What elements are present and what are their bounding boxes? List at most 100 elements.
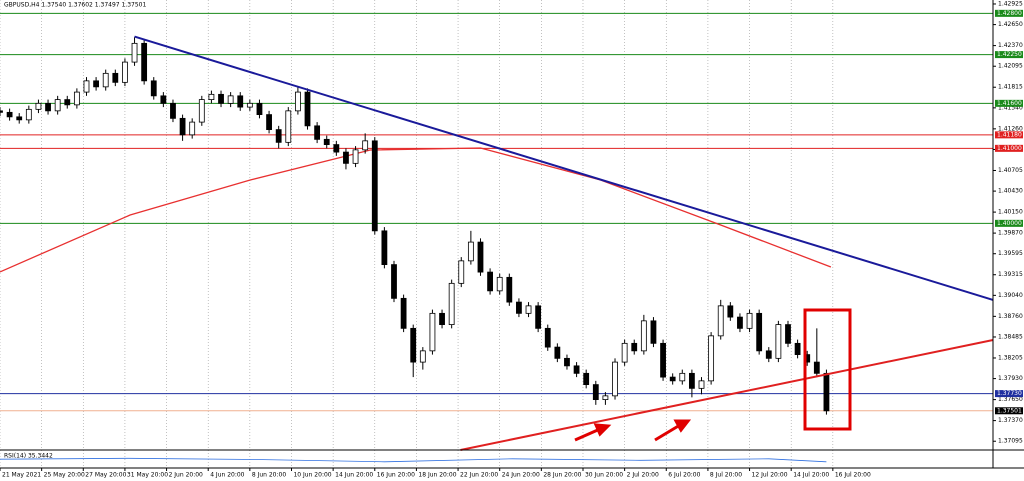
candle-body	[621, 342, 628, 363]
trendline	[134, 35, 994, 301]
candle-body	[554, 346, 561, 359]
y-tick-label: 1.39315	[998, 271, 1023, 278]
candle-body	[813, 361, 820, 374]
candle-body	[765, 350, 772, 359]
arrow	[574, 427, 601, 442]
x-tick-label: 18 Jun 20:00	[418, 472, 456, 479]
candle-body	[660, 342, 666, 378]
x-tick-label: 6 Jul 20:00	[668, 472, 700, 479]
x-tick-label: 28 Jun 20:00	[543, 472, 581, 479]
candle-body	[496, 276, 503, 292]
level-tag-label: 1.40000	[997, 220, 1022, 227]
candle-body	[208, 93, 215, 100]
y-tick-label: 1.42095	[998, 63, 1023, 70]
moving-average	[0, 147, 832, 273]
candle-body	[727, 305, 734, 318]
level-tag	[995, 99, 1023, 107]
arrow	[654, 423, 681, 442]
candle-body	[612, 361, 618, 397]
rsi-line	[0, 457, 827, 463]
candle-body	[323, 138, 330, 146]
trendline	[460, 339, 994, 451]
candle-body	[717, 305, 724, 337]
candle-body	[343, 151, 349, 164]
x-tick-label: 12 Jul 20:00	[752, 472, 788, 479]
y-tick-label: 1.42650	[998, 21, 1023, 28]
x-tick-label: 8 Jul 20:00	[710, 472, 742, 479]
x-tick-label: 8 Jun 20:00	[252, 472, 286, 479]
rsi-label: RSI(14) 35.3442	[4, 453, 53, 460]
y-tick-label: 1.37095	[998, 438, 1023, 445]
candle-body	[391, 264, 397, 299]
candle-body	[112, 72, 119, 83]
y-tick-label: 1.41815	[998, 84, 1023, 91]
candle-body	[285, 110, 292, 143]
candle-body	[506, 276, 513, 303]
candle-body	[775, 324, 782, 359]
candle-body	[102, 72, 109, 88]
candle-body	[544, 327, 551, 348]
x-tick-label: 4 Jun 20:00	[210, 472, 244, 479]
y-tick-label: 1.40150	[998, 209, 1023, 216]
y-tick-label: 1.42370	[998, 42, 1023, 49]
candle-body	[304, 91, 311, 127]
candle-body	[785, 324, 791, 344]
candle-body	[179, 117, 186, 136]
x-tick-label: 2 Jun 20:00	[169, 472, 203, 479]
candle-body	[467, 241, 474, 262]
candle-body	[756, 312, 763, 352]
x-tick-label: 21 May 2021	[2, 472, 41, 479]
x-tick-label: 16 Jun 20:00	[377, 472, 415, 479]
candle-body	[592, 384, 599, 401]
x-tick-label: 27 May 20:00	[85, 472, 126, 479]
candle-body	[794, 342, 801, 356]
candle-body	[227, 95, 234, 104]
x-tick-label: 24 Jun 20:00	[502, 472, 540, 479]
plot	[0, 35, 994, 451]
candle-body	[189, 121, 196, 136]
level-tag-label: 1.37730	[997, 390, 1022, 397]
y-tick-label: 1.41260	[998, 125, 1023, 132]
level-tag-label: 1.37501	[997, 407, 1022, 414]
candle-body	[708, 335, 715, 382]
level-tag-label: 1.42800	[997, 10, 1022, 17]
candle-body	[410, 327, 417, 363]
x-tick-label: 31 May 20:00	[127, 472, 168, 479]
candle-body	[64, 99, 71, 106]
candle-body	[669, 376, 676, 382]
candle-body	[362, 140, 369, 151]
candle-body	[487, 271, 493, 292]
candle-body	[16, 116, 23, 121]
candle-body	[640, 320, 647, 352]
highlight-box	[803, 308, 852, 431]
y-tick-label: 1.37650	[998, 396, 1023, 403]
x-tick-label: 14 Jun 20:00	[335, 472, 373, 479]
x-tick-label: 10 Jun 20:00	[293, 472, 331, 479]
candle-body	[73, 91, 80, 106]
x-tick-label: 25 May 20:00	[44, 472, 85, 479]
candle-body	[122, 61, 128, 83]
candle-body	[256, 102, 263, 115]
candle-body	[266, 114, 272, 130]
candle-body	[448, 282, 455, 326]
x-tick-label: 22 Jun 20:00	[460, 472, 498, 479]
y-tick-label: 1.39040	[998, 292, 1023, 299]
candle-body	[439, 312, 445, 326]
candle-body	[371, 140, 378, 232]
candle-body	[352, 149, 359, 164]
y-tick-label: 1.37930	[998, 375, 1023, 382]
candle-body	[131, 42, 138, 63]
candle-body	[823, 372, 830, 412]
candle-body	[583, 372, 590, 386]
level-tag	[995, 144, 1023, 152]
candle-body	[419, 350, 426, 363]
y-tick-label: 1.38760	[998, 313, 1023, 320]
candle-body	[218, 93, 224, 104]
y-tick-label: 1.37370	[998, 417, 1023, 424]
candle-body	[564, 357, 570, 367]
arrow-head	[593, 423, 612, 437]
candle-body	[6, 111, 13, 118]
y-tick-label: 1.39870	[998, 230, 1023, 237]
candle-body	[314, 125, 321, 140]
candle-body	[381, 230, 388, 266]
